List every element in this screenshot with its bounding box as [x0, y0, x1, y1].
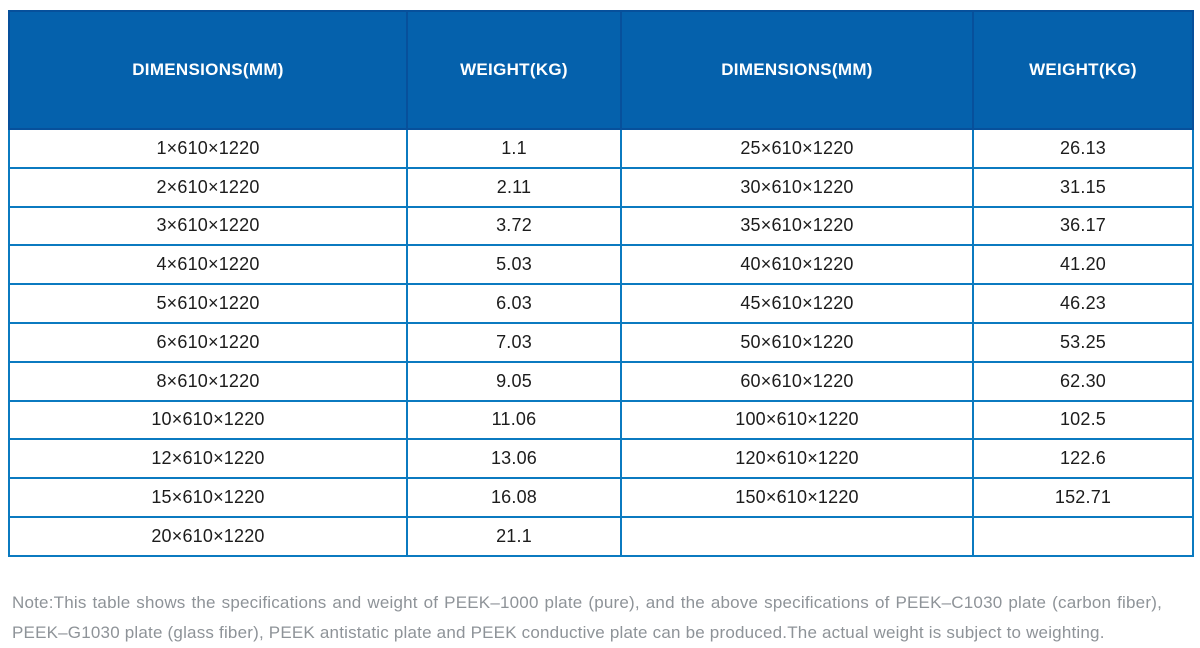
dimensions-cell: 6×610×1220: [8, 321, 408, 363]
dimensions-cell: 120×610×1220: [620, 438, 974, 480]
dimensions-cell: 3×610×1220: [8, 205, 408, 247]
weight-cell: 13.06: [406, 438, 622, 480]
weight-cell: 11.06: [406, 399, 622, 441]
dimensions-cell: 15×610×1220: [8, 477, 408, 518]
table-row: 8×610×1220 9.05 60×610×1220 62.30: [8, 360, 1194, 402]
table-row: 4×610×1220 5.03 40×610×1220 41.20: [8, 244, 1194, 286]
dimensions-cell: 150×610×1220: [620, 477, 974, 518]
weight-cell: 102.5: [972, 399, 1194, 441]
weight-cell: 26.13: [972, 128, 1194, 169]
table-body: 1×610×1220 1.1 25×610×1220 26.13 2×610×1220 2…: [8, 128, 1194, 557]
weight-cell: 36.17: [972, 205, 1194, 247]
dimensions-cell: 2×610×1220: [8, 166, 408, 208]
dimensions-cell: 20×610×1220: [8, 515, 408, 557]
column-header-weight-right: WEIGHT(KG): [972, 10, 1194, 130]
spec-table-container: DIMENSIONS(MM) WEIGHT(KG) DIMENSIONS(MM)…: [8, 10, 1194, 557]
dimensions-cell: 45×610×1220: [620, 283, 974, 324]
weight-cell: 62.30: [972, 360, 1194, 402]
dimensions-cell: 1×610×1220: [8, 128, 408, 169]
table-header: DIMENSIONS(MM) WEIGHT(KG) DIMENSIONS(MM)…: [8, 10, 1194, 130]
weight-cell: 6.03: [406, 283, 622, 324]
dimensions-cell: 25×610×1220: [620, 128, 974, 169]
table-row: 2×610×1220 2.11 30×610×1220 31.15: [8, 166, 1194, 208]
dimensions-cell: 50×610×1220: [620, 321, 974, 363]
column-header-weight-left: WEIGHT(KG): [406, 10, 622, 130]
weight-cell: 9.05: [406, 360, 622, 402]
table-row: 1×610×1220 1.1 25×610×1220 26.13: [8, 128, 1194, 169]
weight-cell: 53.25: [972, 321, 1194, 363]
footnote: Note:This table shows the specifications…: [12, 588, 1162, 648]
footnote-line-1: Note:This table shows the specifications…: [12, 593, 1162, 612]
footnote-line-2: PEEK–G1030 plate (glass fiber), PEEK ant…: [12, 623, 1105, 642]
table-row: 12×610×1220 13.06 120×610×1220 122.6: [8, 438, 1194, 480]
table-row: 15×610×1220 16.08 150×610×1220 152.71: [8, 477, 1194, 518]
peek-plate-spec-table: DIMENSIONS(MM) WEIGHT(KG) DIMENSIONS(MM)…: [8, 10, 1194, 557]
header-row: DIMENSIONS(MM) WEIGHT(KG) DIMENSIONS(MM)…: [8, 10, 1194, 130]
table-row: 6×610×1220 7.03 50×610×1220 53.25: [8, 321, 1194, 363]
weight-cell: 7.03: [406, 321, 622, 363]
dimensions-cell: 40×610×1220: [620, 244, 974, 286]
weight-cell: 1.1: [406, 128, 622, 169]
dimensions-cell: 60×610×1220: [620, 360, 974, 402]
table-row: 20×610×1220 21.1: [8, 515, 1194, 557]
weight-cell: [972, 515, 1194, 557]
table-row: 10×610×1220 11.06 100×610×1220 102.5: [8, 399, 1194, 441]
dimensions-cell: 4×610×1220: [8, 244, 408, 286]
weight-cell: 21.1: [406, 515, 622, 557]
weight-cell: 122.6: [972, 438, 1194, 480]
weight-cell: 3.72: [406, 205, 622, 247]
column-header-dimensions-left: DIMENSIONS(MM): [8, 10, 408, 130]
dimensions-cell: 8×610×1220: [8, 360, 408, 402]
dimensions-cell: 35×610×1220: [620, 205, 974, 247]
weight-cell: 152.71: [972, 477, 1194, 518]
weight-cell: 41.20: [972, 244, 1194, 286]
weight-cell: 5.03: [406, 244, 622, 286]
table-row: 5×610×1220 6.03 45×610×1220 46.23: [8, 283, 1194, 324]
dimensions-cell: 5×610×1220: [8, 283, 408, 324]
dimensions-cell: 100×610×1220: [620, 399, 974, 441]
weight-cell: 31.15: [972, 166, 1194, 208]
column-header-dimensions-right: DIMENSIONS(MM): [620, 10, 974, 130]
dimensions-cell: 10×610×1220: [8, 399, 408, 441]
weight-cell: 46.23: [972, 283, 1194, 324]
weight-cell: 2.11: [406, 166, 622, 208]
weight-cell: 16.08: [406, 477, 622, 518]
table-row: 3×610×1220 3.72 35×610×1220 36.17: [8, 205, 1194, 247]
dimensions-cell: [620, 515, 974, 557]
dimensions-cell: 30×610×1220: [620, 166, 974, 208]
dimensions-cell: 12×610×1220: [8, 438, 408, 480]
